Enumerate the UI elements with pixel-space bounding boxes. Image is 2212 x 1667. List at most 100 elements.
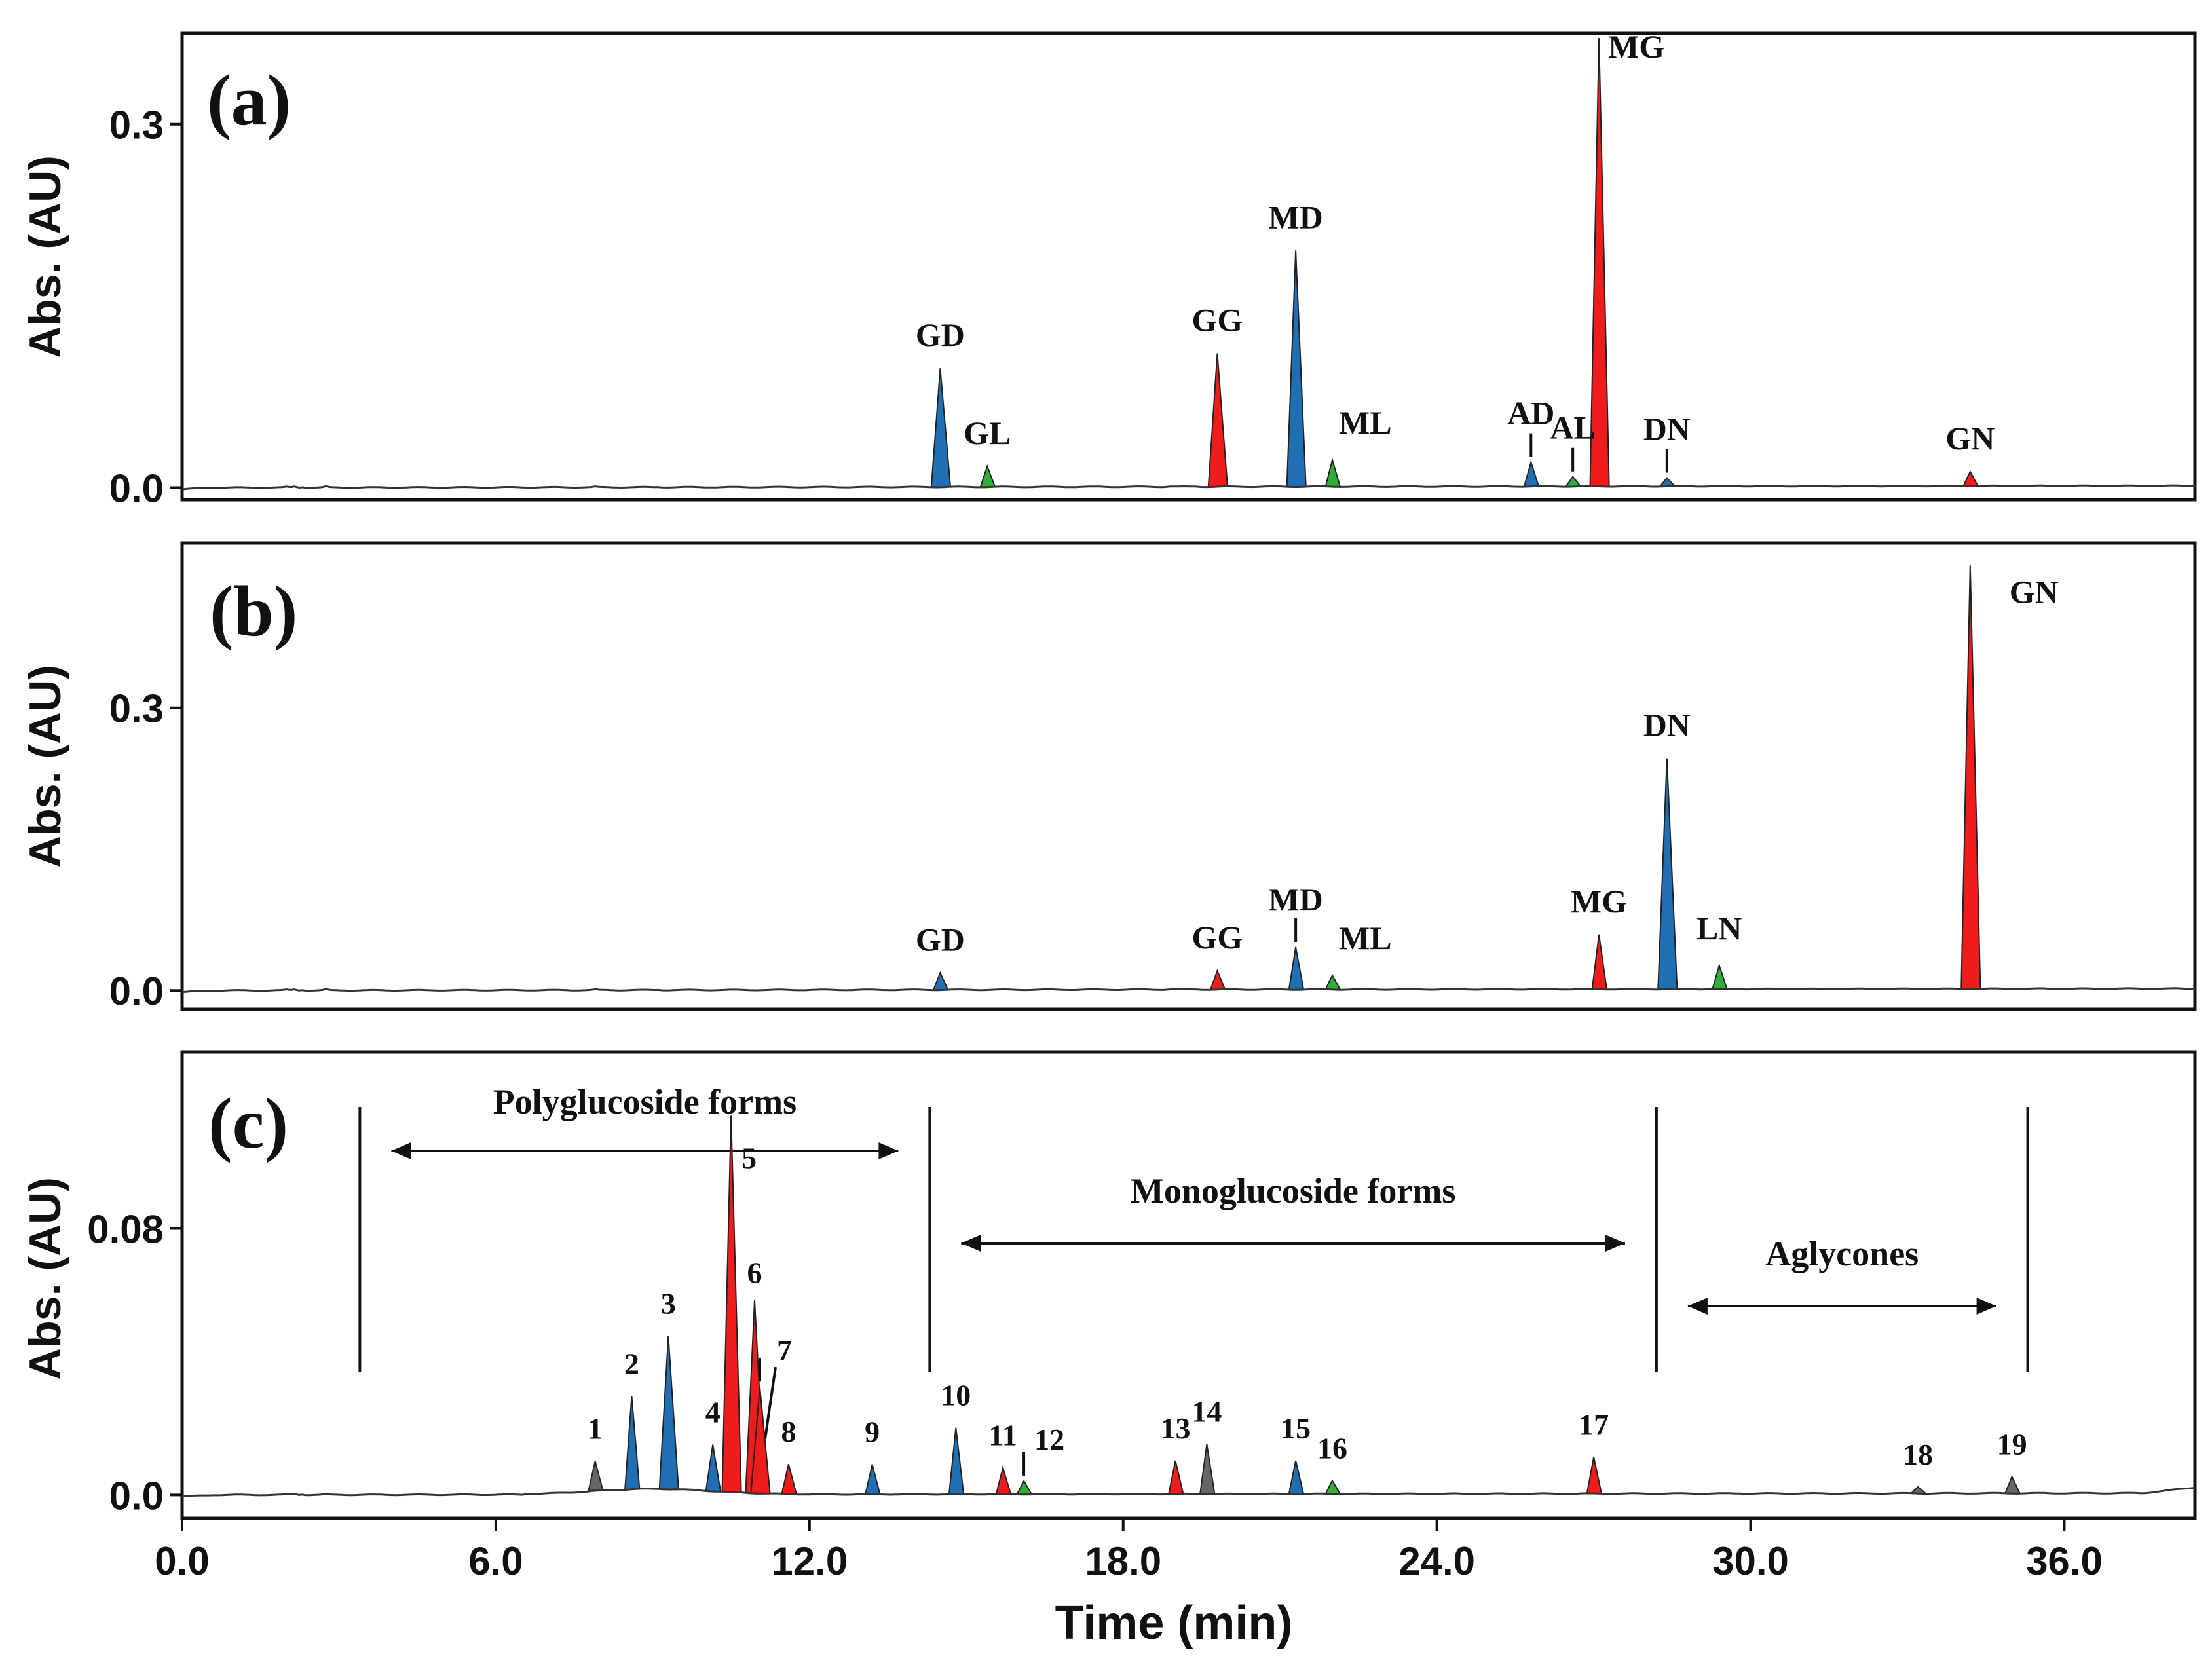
region-arrowhead-left-2 bbox=[961, 1235, 981, 1252]
peak-label-b-MG: MG bbox=[1571, 883, 1627, 920]
peak-a-GL bbox=[979, 464, 996, 488]
x-tick-label-3: 18.0 bbox=[1085, 1539, 1161, 1583]
peak-c-9 bbox=[864, 1464, 881, 1495]
panel-c-frame bbox=[180, 1050, 2197, 1520]
peak-label-c-11: 11 bbox=[988, 1419, 1017, 1452]
peak-label-c-8: 8 bbox=[781, 1415, 796, 1448]
y-tick-label-c-1: 0.08 bbox=[87, 1208, 164, 1252]
panel-b-y-axis-label: Abs. (AU) bbox=[20, 665, 70, 868]
peak-label-c-19: 19 bbox=[1997, 1427, 2027, 1461]
region-arrowhead-right-1 bbox=[878, 1142, 899, 1159]
peak-c-5 bbox=[721, 1115, 742, 1493]
peak-b-ML bbox=[1324, 973, 1341, 990]
peak-label-a-GG: GG bbox=[1192, 302, 1243, 339]
panel-b: GD GG MD ML MG DN LN GN (b) 0.0 0.3 Abs. (AU) bbox=[20, 541, 2197, 1013]
peak-label-a-AL: AL bbox=[1550, 409, 1595, 446]
peak-label-c-4: 4 bbox=[705, 1395, 721, 1429]
peak-c-17 bbox=[1586, 1457, 1603, 1495]
peak-label-a-GL: GL bbox=[964, 415, 1011, 451]
peak-label-c-18: 18 bbox=[1903, 1438, 1933, 1471]
peak-label-c-16: 16 bbox=[1317, 1431, 1347, 1465]
peak-c-13 bbox=[1167, 1460, 1184, 1495]
panel-a-frame bbox=[180, 31, 2197, 502]
peak-b-MG bbox=[1591, 934, 1608, 990]
peak-c-2 bbox=[624, 1396, 641, 1491]
region-label-2: Monoglucoside forms bbox=[1131, 1171, 1455, 1210]
peak-label-a-MD: MD bbox=[1268, 198, 1322, 235]
region-arrowhead-left-3 bbox=[1687, 1298, 1708, 1315]
region-arrowhead-left-1 bbox=[391, 1142, 411, 1159]
region-arrowhead-right-2 bbox=[1605, 1235, 1625, 1252]
peak-label-a-MG: MG bbox=[1608, 28, 1664, 65]
peak-label-c-17: 17 bbox=[1579, 1408, 1609, 1442]
peak-label-b-GN: GN bbox=[2010, 573, 2059, 610]
panel-c-baseline-trace bbox=[181, 1487, 2196, 1498]
peak-label-c-9: 9 bbox=[865, 1415, 880, 1449]
x-tick-label-4: 24.0 bbox=[1398, 1539, 1475, 1583]
peak-marker-c-7-lead bbox=[764, 1366, 777, 1440]
panel-a-y-axis-label: Abs. (AU) bbox=[20, 155, 70, 358]
peak-a-AL bbox=[1564, 476, 1583, 487]
y-tick-label-c-0: 0.0 bbox=[109, 1474, 164, 1518]
peak-label-c-13: 13 bbox=[1161, 1412, 1191, 1445]
peak-label-c-10: 10 bbox=[941, 1379, 971, 1412]
peak-c-16 bbox=[1324, 1479, 1341, 1495]
peak-label-b-GD: GD bbox=[916, 921, 965, 958]
peak-c-11 bbox=[995, 1465, 1012, 1495]
peak-c-12 bbox=[1016, 1479, 1033, 1495]
peak-label-c-6: 6 bbox=[747, 1256, 762, 1290]
x-axis: 0.0 6.0 12.0 18.0 24.0 30.0 36.0 bbox=[155, 1518, 2103, 1583]
panel-c-y-axis-label: Abs. (AU) bbox=[20, 1177, 70, 1380]
peak-label-c-5: 5 bbox=[741, 1141, 757, 1174]
panel-a-baseline-trace bbox=[181, 484, 2195, 491]
y-tick-label-b-0: 0.0 bbox=[109, 969, 164, 1013]
panel-b-frame bbox=[180, 541, 2197, 1011]
peak-a-GD bbox=[930, 368, 952, 488]
peak-a-GG bbox=[1207, 353, 1229, 488]
x-tick-label-2: 12.0 bbox=[771, 1539, 848, 1583]
peak-b-DN bbox=[1657, 758, 1678, 990]
peak-c-14 bbox=[1199, 1444, 1216, 1495]
peak-label-c-15: 15 bbox=[1281, 1412, 1311, 1445]
panel-b-label: (b) bbox=[210, 571, 297, 651]
peak-a-ML bbox=[1324, 457, 1341, 487]
peak-label-c-12: 12 bbox=[1034, 1423, 1064, 1456]
panel-c-label: (c) bbox=[208, 1083, 288, 1163]
x-tick-label-0: 0.0 bbox=[155, 1539, 209, 1583]
x-axis-label: Time (min) bbox=[1055, 1597, 1293, 1649]
peak-label-a-GN: GN bbox=[1945, 420, 1995, 457]
peak-label-c-14: 14 bbox=[1191, 1395, 1222, 1429]
peak-a-DN bbox=[1659, 476, 1677, 487]
peak-b-GN bbox=[1960, 565, 1981, 990]
peak-a-GN bbox=[1962, 470, 1979, 487]
y-tick-label-a-0: 0.0 bbox=[109, 467, 164, 511]
y-tick-label-b-1: 0.3 bbox=[109, 687, 164, 731]
x-tick-label-1: 6.0 bbox=[468, 1539, 523, 1583]
peak-label-a-AD: AD bbox=[1507, 395, 1554, 432]
x-tick-label-6: 36.0 bbox=[2026, 1539, 2103, 1583]
peak-label-b-LN: LN bbox=[1696, 910, 1742, 946]
peak-label-c-3: 3 bbox=[661, 1287, 676, 1320]
peak-c-8 bbox=[781, 1463, 798, 1495]
x-tick-label-5: 30.0 bbox=[1712, 1539, 1789, 1583]
peak-b-GD bbox=[932, 971, 949, 991]
peak-c-19 bbox=[2004, 1474, 2021, 1494]
panel-b-baseline-trace bbox=[181, 987, 2195, 994]
peak-c-1 bbox=[587, 1461, 604, 1493]
peak-c-4 bbox=[705, 1444, 722, 1493]
panel-c: Polyglucoside forms Monoglucoside forms Ag… bbox=[20, 1050, 2197, 1520]
peak-b-MD bbox=[1288, 946, 1305, 990]
peak-label-c-2: 2 bbox=[624, 1347, 639, 1380]
peak-b-LN bbox=[1711, 963, 1728, 990]
peak-label-a-GD: GD bbox=[916, 316, 965, 353]
region-label-1: Polyglucoside forms bbox=[493, 1082, 797, 1121]
peak-c-3 bbox=[658, 1336, 679, 1490]
peak-label-c-1: 1 bbox=[588, 1412, 603, 1446]
y-tick-label-a-1: 0.3 bbox=[109, 103, 164, 147]
region-arrowhead-right-3 bbox=[1976, 1298, 1996, 1315]
peak-c-10 bbox=[948, 1427, 965, 1495]
peak-label-b-DN: DN bbox=[1643, 707, 1691, 743]
peak-label-b-GG: GG bbox=[1192, 919, 1243, 956]
